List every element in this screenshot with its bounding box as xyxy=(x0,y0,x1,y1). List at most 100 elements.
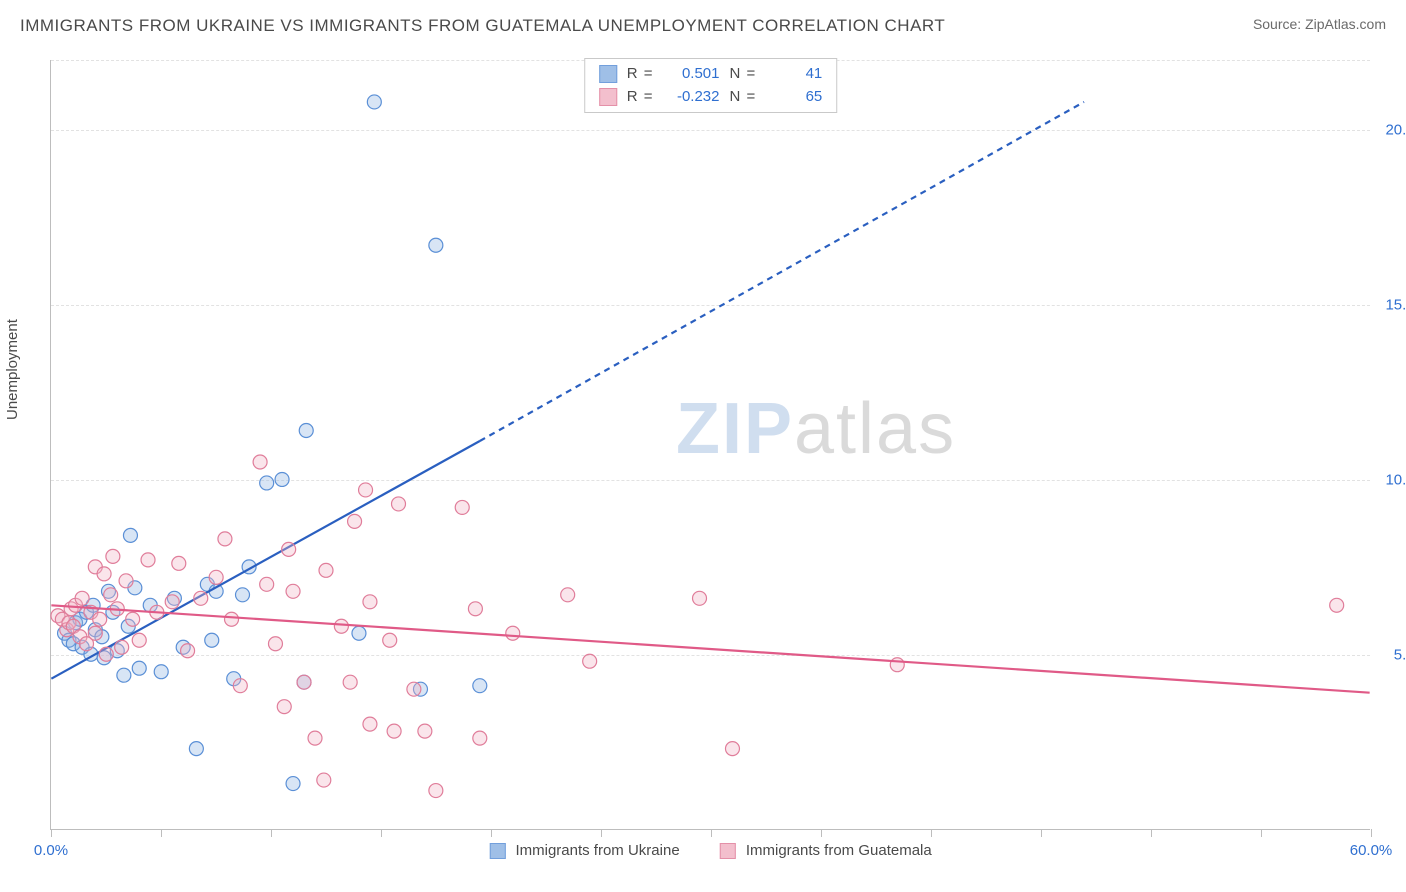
ukraine-n-value: 41 xyxy=(766,63,822,86)
scatter-point xyxy=(260,476,274,490)
xtick xyxy=(491,829,492,837)
scatter-point xyxy=(141,553,155,567)
plot-area: ZIPatlas 5.0%10.0%15.0%20.0% 0.0%60.0% R… xyxy=(50,60,1370,830)
scatter-point xyxy=(890,658,904,672)
scatter-point xyxy=(343,675,357,689)
scatter-point xyxy=(132,661,146,675)
scatter-point xyxy=(363,595,377,609)
scatter-point xyxy=(119,574,133,588)
xtick xyxy=(601,829,602,837)
n-label: N = xyxy=(730,86,757,109)
scatter-point xyxy=(172,556,186,570)
scatter-point xyxy=(429,238,443,252)
scatter-point xyxy=(236,588,250,602)
scatter-point xyxy=(209,570,223,584)
ukraine-r-value: 0.501 xyxy=(664,63,720,86)
scatter-point xyxy=(93,612,107,626)
swatch-guatemala xyxy=(599,88,617,106)
stats-row-ukraine: R = 0.501 N = 41 xyxy=(599,63,823,86)
scatter-point xyxy=(181,644,195,658)
scatter-point xyxy=(297,675,311,689)
scatter-point xyxy=(387,724,401,738)
scatter-point xyxy=(165,595,179,609)
r-label: R = xyxy=(627,86,654,109)
xtick-label: 60.0% xyxy=(1350,842,1393,859)
scatter-point xyxy=(194,591,208,605)
legend-label-guatemala: Immigrants from Guatemala xyxy=(746,842,932,859)
legend-swatch-ukraine xyxy=(489,843,505,859)
scatter-point xyxy=(319,563,333,577)
scatter-point xyxy=(268,637,282,651)
scatter-point xyxy=(233,679,247,693)
ytick-label: 20.0% xyxy=(1373,122,1406,139)
scatter-point xyxy=(253,455,267,469)
scatter-point xyxy=(205,633,219,647)
trend-line xyxy=(51,605,1369,692)
chart-container: IMMIGRANTS FROM UKRAINE VS IMMIGRANTS FR… xyxy=(0,0,1406,892)
xtick xyxy=(271,829,272,837)
r-label: R = xyxy=(627,63,654,86)
trend-line-dashed xyxy=(480,102,1084,441)
stats-row-guatemala: R = -0.232 N = 65 xyxy=(599,86,823,109)
scatter-point xyxy=(286,777,300,791)
scatter-point xyxy=(407,682,421,696)
scatter-point xyxy=(275,472,289,486)
xtick xyxy=(1261,829,1262,837)
scatter-point xyxy=(154,665,168,679)
source-attribution: Source: ZipAtlas.com xyxy=(1253,16,1386,32)
scatter-point xyxy=(99,647,113,661)
y-axis-label: Unemployment xyxy=(4,319,21,420)
scatter-point xyxy=(392,497,406,511)
xtick xyxy=(381,829,382,837)
guatemala-r-value: -0.232 xyxy=(664,86,720,109)
legend-swatch-guatemala xyxy=(720,843,736,859)
scatter-point xyxy=(455,500,469,514)
scatter-point xyxy=(282,542,296,556)
stats-legend-box: R = 0.501 N = 41 R = -0.232 N = 65 xyxy=(584,58,838,113)
legend-item-guatemala: Immigrants from Guatemala xyxy=(720,842,932,859)
xtick xyxy=(711,829,712,837)
swatch-ukraine xyxy=(599,65,617,83)
xtick-label: 0.0% xyxy=(34,842,68,859)
source-name: ZipAtlas.com xyxy=(1305,16,1386,32)
guatemala-n-value: 65 xyxy=(766,86,822,109)
ytick-label: 15.0% xyxy=(1373,297,1406,314)
scatter-point xyxy=(725,742,739,756)
ytick-label: 10.0% xyxy=(1373,472,1406,489)
scatter-point xyxy=(286,584,300,598)
scatter-point xyxy=(317,773,331,787)
xtick xyxy=(931,829,932,837)
scatter-point xyxy=(97,567,111,581)
xtick xyxy=(821,829,822,837)
legend-item-ukraine: Immigrants from Ukraine xyxy=(489,842,679,859)
scatter-point xyxy=(583,654,597,668)
scatter-point xyxy=(104,588,118,602)
legend-label-ukraine: Immigrants from Ukraine xyxy=(515,842,679,859)
scatter-point xyxy=(189,742,203,756)
xtick xyxy=(1371,829,1372,837)
scatter-point xyxy=(277,700,291,714)
scatter-point xyxy=(418,724,432,738)
scatter-point xyxy=(123,528,137,542)
scatter-point xyxy=(473,731,487,745)
scatter-point xyxy=(299,424,313,438)
ytick-label: 5.0% xyxy=(1373,647,1406,664)
scatter-point xyxy=(561,588,575,602)
scatter-point xyxy=(218,532,232,546)
scatter-point xyxy=(225,612,239,626)
n-label: N = xyxy=(730,63,757,86)
scatter-point xyxy=(260,577,274,591)
scatter-point xyxy=(359,483,373,497)
scatter-point xyxy=(429,784,443,798)
scatter-point xyxy=(117,668,131,682)
xtick xyxy=(161,829,162,837)
xtick xyxy=(51,829,52,837)
scatter-point xyxy=(506,626,520,640)
scatter-point xyxy=(75,591,89,605)
scatter-point xyxy=(88,626,102,640)
scatter-point xyxy=(1330,598,1344,612)
scatter-point xyxy=(106,549,120,563)
xtick xyxy=(1151,829,1152,837)
scatter-point xyxy=(348,514,362,528)
scatter-point xyxy=(132,633,146,647)
